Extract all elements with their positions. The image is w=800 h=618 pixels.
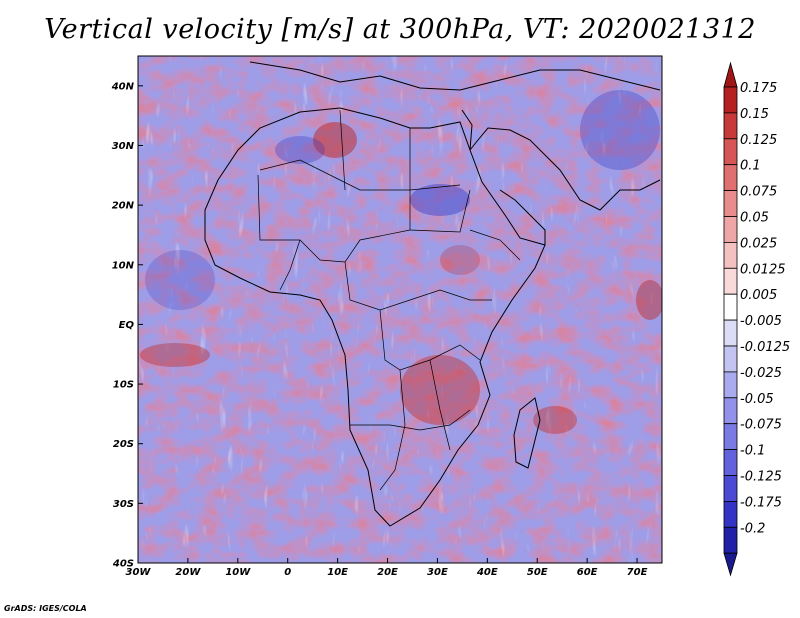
colorbar-level-label: -0.1 — [740, 444, 765, 459]
colorbar-max-arrow — [723, 61, 738, 88]
colorbar-level-label: -0.05 — [740, 392, 774, 407]
country-borders — [257, 109, 521, 491]
colorbar-swatch — [723, 475, 738, 502]
longitude-axis: 30W 20W 10W 0 10E 20E 30E 40E 50E 60E 70E — [126, 558, 648, 578]
lon-tick-label: 20W — [175, 567, 201, 578]
lon-tick-label: 20E — [377, 567, 398, 578]
lon-tick-label: 60E — [577, 567, 598, 578]
colorbar-level-label: 0.125 — [740, 133, 777, 148]
lon-tick-label: 50E — [527, 567, 548, 578]
velocity-field — [138, 56, 662, 563]
plot-frame — [137, 55, 663, 564]
colorbar-level-label: 0.1 — [740, 159, 761, 174]
colorbar-swatch — [723, 267, 738, 295]
colorbar-level-label: 0.005 — [740, 288, 777, 303]
colorbar-level-label: 0.025 — [740, 236, 777, 251]
lon-tick-label: 70E — [627, 567, 648, 578]
colorbar-swatch — [723, 423, 738, 451]
colorbar-level-label: 0.05 — [740, 211, 769, 226]
lat-tick-label: 40N — [111, 81, 135, 92]
colorbar-swatch — [723, 138, 738, 166]
lon-tick-label: 0 — [284, 567, 291, 578]
colorbar-swatch — [723, 293, 738, 321]
lat-tick-label: EQ — [119, 320, 135, 331]
colorbar-swatch — [723, 216, 738, 243]
lon-tick-label: 40E — [476, 567, 498, 578]
colorbar-swatch — [723, 241, 738, 269]
latitude-axis: 40N 30N 20N 10N EQ 10S 20S 30S 40S — [111, 81, 143, 570]
colorbar-swatch — [723, 164, 738, 191]
colorbar-level-label: -0.2 — [740, 521, 765, 536]
colorbar-level-label: -0.025 — [740, 366, 782, 381]
colorbar-level-label: -0.175 — [740, 495, 782, 510]
lat-tick-label: 20N — [112, 201, 135, 212]
colorbar-swatch — [723, 371, 738, 399]
lat-tick-label: 30N — [112, 141, 135, 152]
lon-tick-label: 10E — [327, 567, 348, 578]
coastlines — [204, 61, 661, 527]
colorbar-level-label: 0.0125 — [740, 262, 786, 277]
colorbar-level-label: 0.15 — [740, 107, 769, 122]
lat-tick-label: 10S — [113, 380, 134, 391]
colorbar-swatch — [723, 112, 738, 140]
colorbar-level-label: 0.175 — [740, 81, 777, 96]
footer-credit: GrADS: IGES/COLA — [4, 604, 87, 613]
colorbar-level-label: -0.005 — [740, 314, 782, 329]
colorbar-swatch — [723, 190, 738, 217]
lon-tick-label: 30W — [126, 567, 152, 578]
map-title: Vertical velocity [m/s] at 300hPa, VT: 2… — [44, 14, 756, 45]
colorbar-level-label: -0.075 — [740, 418, 782, 433]
colorbar-swatch — [723, 449, 738, 476]
colorbar-level-label: 0.075 — [740, 185, 777, 200]
colorbar-swatch — [723, 319, 738, 347]
colorbar-level-label: -0.125 — [740, 470, 782, 485]
lat-tick-label: 10N — [112, 260, 135, 271]
colorbar-swatch — [723, 86, 738, 114]
colorbar: 0.175 0.15 0.125 0.1 0.075 0.05 0.025 0.0125 0.0… — [723, 61, 790, 577]
colorbar-swatch — [723, 397, 738, 425]
colorbar-swatch — [723, 500, 738, 528]
colorbar-level-label: -0.0125 — [740, 340, 790, 355]
lon-tick-label: 30E — [427, 567, 448, 578]
lat-tick-label: 40S — [112, 559, 134, 570]
lat-tick-label: 30S — [113, 499, 134, 510]
lat-tick-label: 20S — [113, 439, 134, 450]
colorbar-swatch — [723, 526, 738, 554]
colorbar-swatch — [723, 345, 738, 373]
lon-tick-label: 10W — [225, 567, 251, 578]
colorbar-min-arrow — [723, 552, 738, 577]
